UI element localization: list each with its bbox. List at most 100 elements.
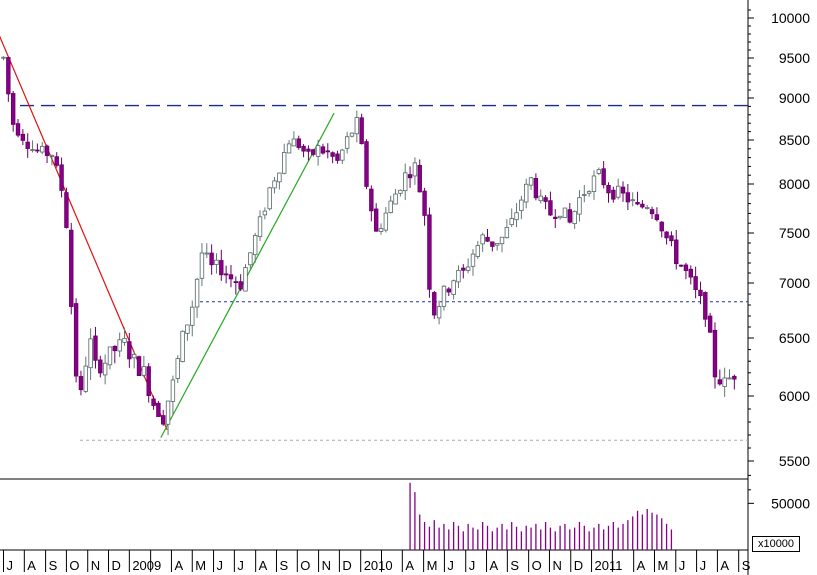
time-tick-label: 2011 (595, 558, 623, 573)
candle-down (73, 303, 79, 377)
time-tick-label: A (720, 558, 729, 573)
candle-down (635, 202, 640, 205)
candlesticks (1, 56, 737, 436)
candle-up (630, 199, 635, 202)
candle-down (649, 209, 655, 215)
price-tick-label: 9500 (779, 50, 810, 66)
candle-up (451, 280, 456, 295)
price-tick-label: 8500 (779, 132, 810, 148)
candle-up (272, 180, 277, 189)
time-tick-label: A (259, 558, 268, 573)
candle-down (364, 141, 369, 187)
candle-up (131, 353, 137, 359)
candle-up (190, 306, 195, 326)
candle-up (199, 252, 205, 279)
candle-up (204, 252, 209, 255)
candle-down (485, 236, 490, 242)
candle-up (262, 210, 268, 216)
candle-down (209, 252, 214, 266)
candle-down (44, 145, 50, 156)
time-tick-label: J (7, 558, 14, 573)
candle-down (674, 239, 679, 265)
time-tick-label: J (469, 558, 476, 573)
time-tick-label: S (742, 558, 751, 573)
candle-down (620, 186, 626, 194)
time-tick-label: O (532, 558, 542, 573)
time-tick-label: M (427, 558, 438, 573)
candle-up (480, 234, 485, 245)
candle-down (306, 148, 311, 152)
candle-up (514, 212, 519, 221)
time-tick-label: A (637, 558, 646, 573)
price-tick-label: 9000 (779, 90, 810, 106)
candle-down (611, 189, 616, 200)
candle-down (717, 379, 723, 385)
candle-up (596, 169, 602, 174)
candle-down (54, 156, 59, 166)
candle-up (509, 218, 514, 226)
candle-down (10, 93, 16, 125)
candle-up (107, 346, 113, 366)
candle-down (219, 260, 224, 276)
time-tick-label: A (174, 558, 183, 573)
candle-down (233, 281, 239, 283)
candle-down (446, 288, 451, 293)
candle-down (703, 292, 708, 320)
candle-up (252, 235, 258, 256)
candle-up (586, 191, 592, 194)
price-tick-label: 6000 (779, 388, 810, 404)
candle-up (645, 207, 650, 209)
candle-down (161, 415, 166, 425)
time-tick-label: J (237, 558, 244, 573)
candle-up (88, 338, 93, 369)
candle-up (577, 197, 582, 215)
candle-down (146, 366, 151, 397)
time-tick-label: D (112, 558, 121, 573)
candle-down (548, 200, 553, 216)
candle-up (286, 143, 292, 154)
candle-down (223, 273, 229, 276)
candle-down (335, 153, 340, 161)
candle-up (456, 270, 461, 283)
price-tick-label: 10000 (771, 10, 810, 26)
candle-down (417, 165, 422, 193)
candle-down (490, 241, 495, 247)
candle-down (693, 276, 698, 290)
candle-down (601, 168, 606, 186)
candle-up (441, 285, 447, 307)
time-tick-label: M (195, 558, 206, 573)
candle-down (461, 267, 466, 271)
candle-up (30, 149, 35, 151)
candle-down (311, 149, 316, 155)
candle-up (470, 253, 476, 267)
time-tick-label: J (679, 558, 686, 573)
candle-down (683, 264, 689, 271)
price-tick-label: 7500 (779, 225, 810, 241)
candle-up (398, 189, 403, 194)
time-tick-label: J (217, 558, 224, 573)
candle-up (519, 199, 524, 211)
guide-lines (20, 104, 748, 441)
candle-down (373, 208, 379, 232)
candle-down (238, 281, 243, 290)
time-tick-label: A (27, 558, 36, 573)
candle-up (344, 136, 350, 149)
time-tick-label: 2009 (132, 558, 161, 573)
time-tick-label: A (490, 558, 499, 573)
candle-down (533, 177, 539, 199)
candle-down (640, 203, 645, 208)
candle-down (422, 190, 427, 216)
time-tick-label: S (49, 558, 58, 573)
candle-down (606, 185, 611, 194)
candle-up (524, 183, 529, 203)
candle-down (6, 57, 11, 95)
candle-down (427, 214, 432, 290)
candle-down (78, 376, 84, 391)
time-tick-label: N (552, 558, 561, 573)
candle-down (112, 345, 118, 352)
volume-axis: 50000 (748, 495, 810, 511)
candle-up (117, 339, 122, 352)
time-tick-label: J (447, 558, 454, 573)
candle-up (354, 117, 360, 135)
